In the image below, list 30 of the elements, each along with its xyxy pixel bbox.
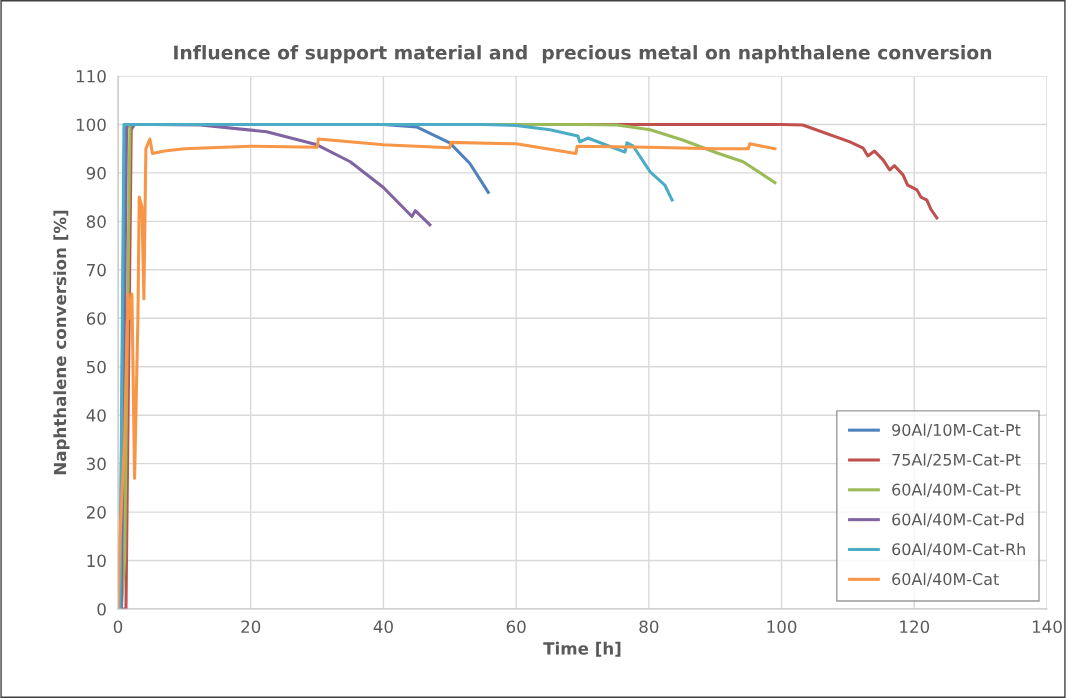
y-tick-label: 50 [86, 360, 106, 374]
x-axis-title: Time [h] [543, 641, 621, 657]
legend-label: 75Al/25M-Cat-Pt [892, 453, 1021, 468]
legend-label: 60Al/40M-Cat [892, 572, 999, 587]
y-tick-label: 60 [86, 312, 106, 325]
y-tick-label: 70 [87, 263, 106, 277]
y-axis-title: Naphthalene conversion [%] [53, 210, 70, 475]
x-tick-label: 100 [767, 620, 797, 634]
line-series [118, 122, 674, 609]
legend-label: 60Al/40M-Cat-Pd [892, 513, 1024, 527]
y-tick-label: 40 [86, 409, 106, 422]
legend-label: 60Al/40M-Cat-Pt [892, 483, 1021, 497]
x-tick-label: 0 [113, 620, 123, 634]
y-tick-label: 20 [86, 506, 106, 519]
legend-label: 60Al/40M-Cat-Rh [892, 542, 1025, 557]
y-tick-label: 110 [76, 69, 106, 83]
y-tick-label: 30 [86, 457, 106, 471]
y-tick-label: 10 [87, 554, 106, 568]
x-tick-label: 40 [373, 620, 393, 634]
y-tick-label: 0 [97, 602, 106, 616]
x-tick-label: 60 [506, 620, 526, 634]
x-tick-label: 80 [639, 620, 659, 634]
x-tick-label: 120 [900, 620, 930, 634]
x-tick-label: 140 [1032, 620, 1062, 634]
legend-label: 90Al/10M-Cat-Pt [892, 423, 1021, 438]
y-tick-label: 80 [86, 215, 106, 228]
y-tick-label: 90 [86, 166, 106, 180]
chart-title: Influence of support material and precious metal on naphthalene conversion [174, 45, 992, 64]
y-tick-label: 100 [76, 118, 106, 132]
x-tick-label: 20 [241, 620, 261, 634]
